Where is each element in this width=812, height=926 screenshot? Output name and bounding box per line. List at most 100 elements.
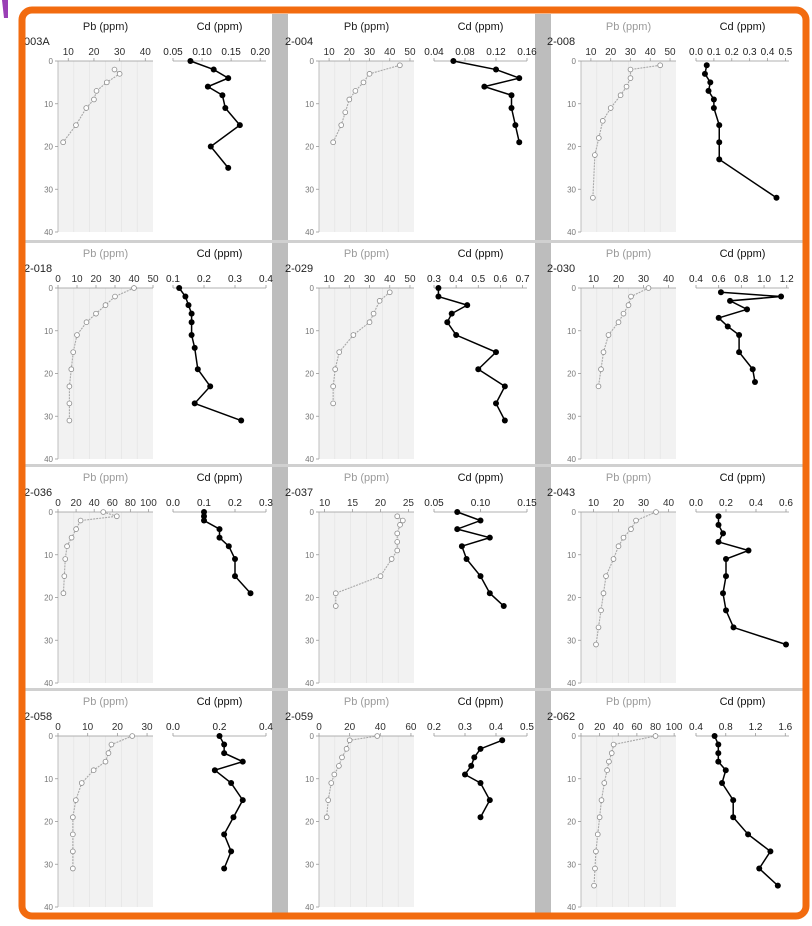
depth-tick-label: 0 bbox=[572, 732, 577, 741]
pb-data-point bbox=[102, 758, 109, 765]
pb-data-point bbox=[388, 556, 395, 562]
pb-data-point bbox=[400, 517, 406, 524]
cd-tick-label: 0.12 bbox=[486, 47, 506, 58]
cd-data-point bbox=[247, 590, 254, 597]
cd-tick-label: 0.2 bbox=[427, 722, 441, 733]
pb-data-point bbox=[346, 737, 353, 744]
cd-data-point bbox=[471, 754, 478, 761]
depth-tick-label: 20 bbox=[44, 818, 53, 827]
cd-data-point bbox=[730, 814, 737, 821]
pb-series-line bbox=[592, 64, 661, 198]
pb-data-point bbox=[111, 66, 118, 73]
cd-data-point bbox=[216, 534, 223, 541]
pb-data-point bbox=[330, 383, 336, 390]
cd-tick-label: 0.8 bbox=[719, 722, 733, 733]
pb-data-point bbox=[62, 556, 69, 562]
cd-tick-label: 0.16 bbox=[517, 47, 537, 58]
depth-tick-label: 10 bbox=[44, 775, 53, 784]
depth-tick-label: 0 bbox=[310, 57, 315, 66]
depth-tick-label: 10 bbox=[305, 327, 314, 336]
depth-tick-label: 40 bbox=[567, 455, 576, 464]
cd-data-point bbox=[221, 831, 228, 838]
cd-data-point bbox=[207, 383, 214, 390]
cd-data-point bbox=[711, 733, 718, 739]
cd-data-point bbox=[228, 848, 235, 855]
cd-tick-label: 0.4 bbox=[689, 274, 703, 285]
depth-tick-label: 30 bbox=[305, 860, 314, 869]
pb-data-point bbox=[342, 109, 349, 116]
cd-data-point bbox=[707, 79, 714, 86]
cd-tick-label: 0.5 bbox=[520, 722, 534, 733]
cd-data-point bbox=[477, 780, 484, 787]
cd-data-point bbox=[756, 865, 763, 872]
cd-data-point bbox=[232, 556, 238, 563]
pb-tick-label: 20 bbox=[375, 498, 387, 509]
pb-data-point bbox=[68, 534, 75, 541]
cd-data-point bbox=[486, 797, 493, 804]
cd-tick-label: 1.0 bbox=[757, 274, 771, 285]
depth-tick-label: 30 bbox=[44, 412, 53, 421]
pb-tick-label: 60 bbox=[107, 498, 119, 509]
cd-data-point bbox=[745, 547, 752, 554]
depth-tick-label: 10 bbox=[567, 551, 576, 560]
pb-axis-title: Pb (ppm) bbox=[606, 696, 651, 708]
pb-tick-label: 0 bbox=[55, 722, 61, 733]
cd-data-point bbox=[499, 737, 506, 744]
cd-data-point bbox=[453, 332, 460, 339]
pb-tick-label: 60 bbox=[631, 722, 643, 733]
cd-data-point bbox=[188, 319, 195, 326]
core-id-label: 2-059 bbox=[285, 711, 313, 723]
pb-data-point bbox=[323, 814, 330, 821]
cd-data-point bbox=[723, 607, 729, 614]
core-id-label: 2-018 bbox=[24, 263, 52, 275]
cd-data-point bbox=[501, 417, 508, 424]
depth-tick-label: 0 bbox=[310, 508, 315, 517]
cd-data-point bbox=[210, 66, 217, 73]
depth-tick-label: 30 bbox=[44, 860, 53, 869]
cd-tick-label: 0.5 bbox=[471, 274, 485, 285]
pb-tick-label: 50 bbox=[665, 47, 677, 58]
cd-data-point bbox=[221, 865, 228, 872]
pb-data-point bbox=[66, 400, 73, 407]
pb-tick-label: 50 bbox=[147, 274, 159, 285]
pb-data-point bbox=[600, 590, 607, 597]
pb-data-point bbox=[596, 814, 603, 821]
pb-data-point bbox=[66, 383, 73, 390]
cd-data-point bbox=[715, 538, 722, 545]
pb-data-point bbox=[131, 285, 137, 291]
pb-data-point bbox=[596, 135, 602, 141]
pb-tick-label: 20 bbox=[613, 498, 625, 509]
cd-tick-label: 0.0 bbox=[689, 498, 703, 509]
pb-tick-label: 10 bbox=[324, 274, 336, 285]
pb-data-point bbox=[625, 302, 632, 308]
depth-tick-label: 0 bbox=[49, 508, 54, 517]
cd-data-point bbox=[730, 797, 737, 804]
pb-tick-label: 20 bbox=[344, 274, 356, 285]
pb-tick-label: 20 bbox=[344, 722, 356, 733]
cd-tick-label: 1.2 bbox=[780, 274, 794, 285]
pb-data-point bbox=[397, 62, 403, 69]
pb-axis-title: Pb (ppm) bbox=[344, 21, 389, 33]
pb-data-point bbox=[620, 310, 627, 317]
pb-data-point bbox=[598, 607, 604, 614]
pb-data-point bbox=[397, 522, 403, 528]
depth-tick-label: 20 bbox=[567, 594, 576, 603]
depth-tick-label: 20 bbox=[305, 370, 314, 379]
pb-data-point bbox=[74, 332, 80, 338]
pb-tick-label: 100 bbox=[666, 722, 683, 733]
pb-data-point bbox=[623, 83, 630, 90]
pb-data-point bbox=[610, 556, 617, 562]
pb-axis-title: Pb (ppm) bbox=[606, 472, 651, 484]
pb-tick-label: 30 bbox=[109, 274, 121, 285]
cd-tick-label: 0.10 bbox=[471, 498, 491, 509]
pb-tick-label: 40 bbox=[384, 47, 396, 58]
pb-data-point bbox=[374, 733, 381, 739]
depth-tick-label: 0 bbox=[572, 284, 577, 293]
core-id-label: 2-058 bbox=[24, 711, 52, 723]
pb-tick-label: 0 bbox=[578, 722, 584, 733]
cd-data-point bbox=[464, 302, 471, 309]
cd-tick-label: 0.4 bbox=[749, 498, 763, 509]
cd-data-point bbox=[477, 517, 484, 524]
cd-tick-label: 0.08 bbox=[455, 47, 475, 58]
